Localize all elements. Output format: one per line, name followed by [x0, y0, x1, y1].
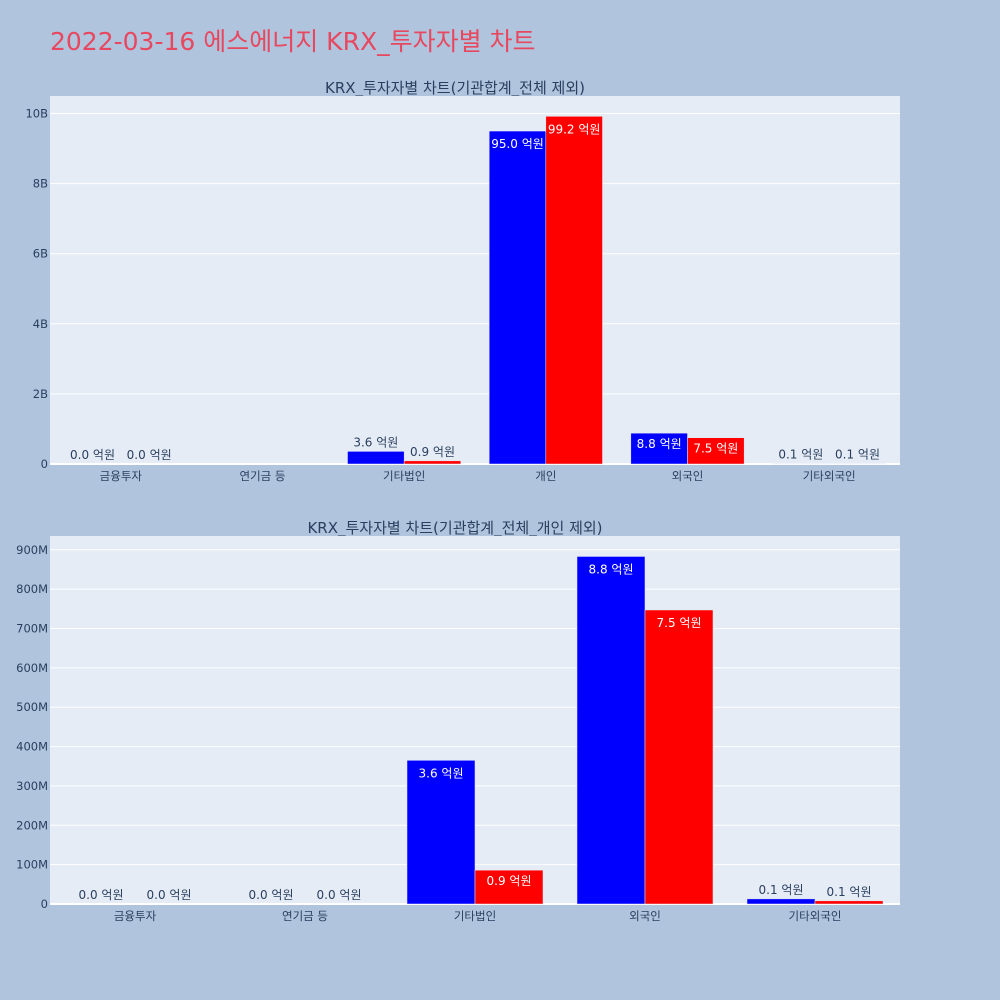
bar-value-label: 0.1 억원	[778, 448, 823, 462]
bar-value-label: 8.8 억원	[589, 562, 634, 576]
bar-value-label: 0.0 억원	[127, 448, 172, 462]
bar-value-label: 0.1 억원	[835, 448, 880, 462]
bar	[545, 116, 603, 465]
bar	[746, 898, 816, 905]
bar-value-label: 7.5 억원	[657, 616, 702, 630]
chart-institution-total-excluded: KRX_투자자별 차트(기관합계_전체 제외) 0 2B 4B 6B 8B 10B 금융투자 연…	[25, 79, 900, 483]
chart-title: KRX_투자자별 차트(기관합계_전체_개인 제외)	[307, 519, 602, 538]
bar-value-label: 0.1 억원	[759, 883, 804, 897]
bar-value-label: 0.0 억원	[70, 448, 115, 462]
y-tick-label: 400M	[16, 740, 48, 754]
y-tick-label: 200M	[16, 818, 48, 832]
bar	[644, 609, 714, 905]
x-tick-label: 개인	[535, 469, 556, 483]
bar-value-label: 8.8 억원	[637, 437, 682, 451]
bar-value-label: 7.5 억원	[693, 442, 738, 456]
x-tick-label: 외국인	[629, 909, 661, 923]
bar-value-label: 0.0 억원	[79, 888, 124, 902]
bar	[630, 432, 688, 465]
y-tick-label: 10B	[25, 107, 48, 121]
chart-title: KRX_투자자별 차트(기관합계_전체 제외)	[325, 79, 585, 98]
y-tick-label: 0	[41, 457, 48, 471]
bar	[403, 460, 462, 465]
x-tick-label: 연기금 등	[282, 909, 328, 923]
y-tick-label: 100M	[16, 858, 48, 872]
bar-value-label: 0.9 억원	[410, 445, 455, 459]
y-tick-label: 600M	[16, 661, 48, 675]
bar	[474, 869, 544, 905]
bar-value-label: 95.0 억원	[491, 137, 544, 151]
bar	[576, 556, 646, 905]
bar-value-label: 0.0 억원	[147, 888, 192, 902]
y-tick-label: 6B	[33, 247, 48, 261]
bar	[406, 760, 476, 905]
bar	[687, 437, 745, 465]
x-tick-label: 연기금 등	[240, 469, 286, 483]
y-tick-label: 900M	[16, 543, 48, 557]
x-tick-label: 기타외국인	[803, 469, 856, 483]
bar-value-label: 0.0 억원	[249, 888, 294, 902]
y-tick-label: 500M	[16, 700, 48, 714]
bar	[347, 451, 405, 465]
x-tick-label: 외국인	[672, 469, 704, 483]
y-tick-label: 800M	[16, 582, 48, 596]
plot-area	[50, 96, 900, 464]
x-tick-label: 기타법인	[383, 469, 425, 483]
bar	[814, 900, 884, 905]
page-title: 2022-03-16 에스에너지 KRX_투자자별 차트	[50, 27, 536, 56]
bar-value-label: 3.6 억원	[419, 766, 464, 780]
chart-institution-individual-excluded: KRX_투자자별 차트(기관합계_전체_개인 제외) 0 100M 200M 300M 4…	[16, 519, 900, 923]
bar	[488, 130, 547, 465]
bar-value-label: 3.6 억원	[353, 435, 398, 449]
x-tick-label: 금융투자	[114, 909, 157, 923]
y-tick-label: 300M	[16, 779, 48, 793]
bar-value-label: 0.1 억원	[827, 885, 872, 899]
y-tick-label: 4B	[33, 317, 48, 331]
y-tick-label: 0	[41, 897, 48, 911]
bar-value-label: 0.0 억원	[317, 888, 362, 902]
y-tick-label: 2B	[33, 387, 48, 401]
bar-value-label: 0.9 억원	[487, 874, 532, 888]
bar-value-label: 99.2 억원	[548, 122, 601, 136]
x-tick-label: 금융투자	[100, 469, 143, 483]
y-tick-label: 8B	[33, 177, 48, 191]
x-tick-label: 기타법인	[454, 909, 496, 923]
y-tick-label: 700M	[16, 621, 48, 635]
x-tick-label: 기타외국인	[789, 909, 842, 923]
